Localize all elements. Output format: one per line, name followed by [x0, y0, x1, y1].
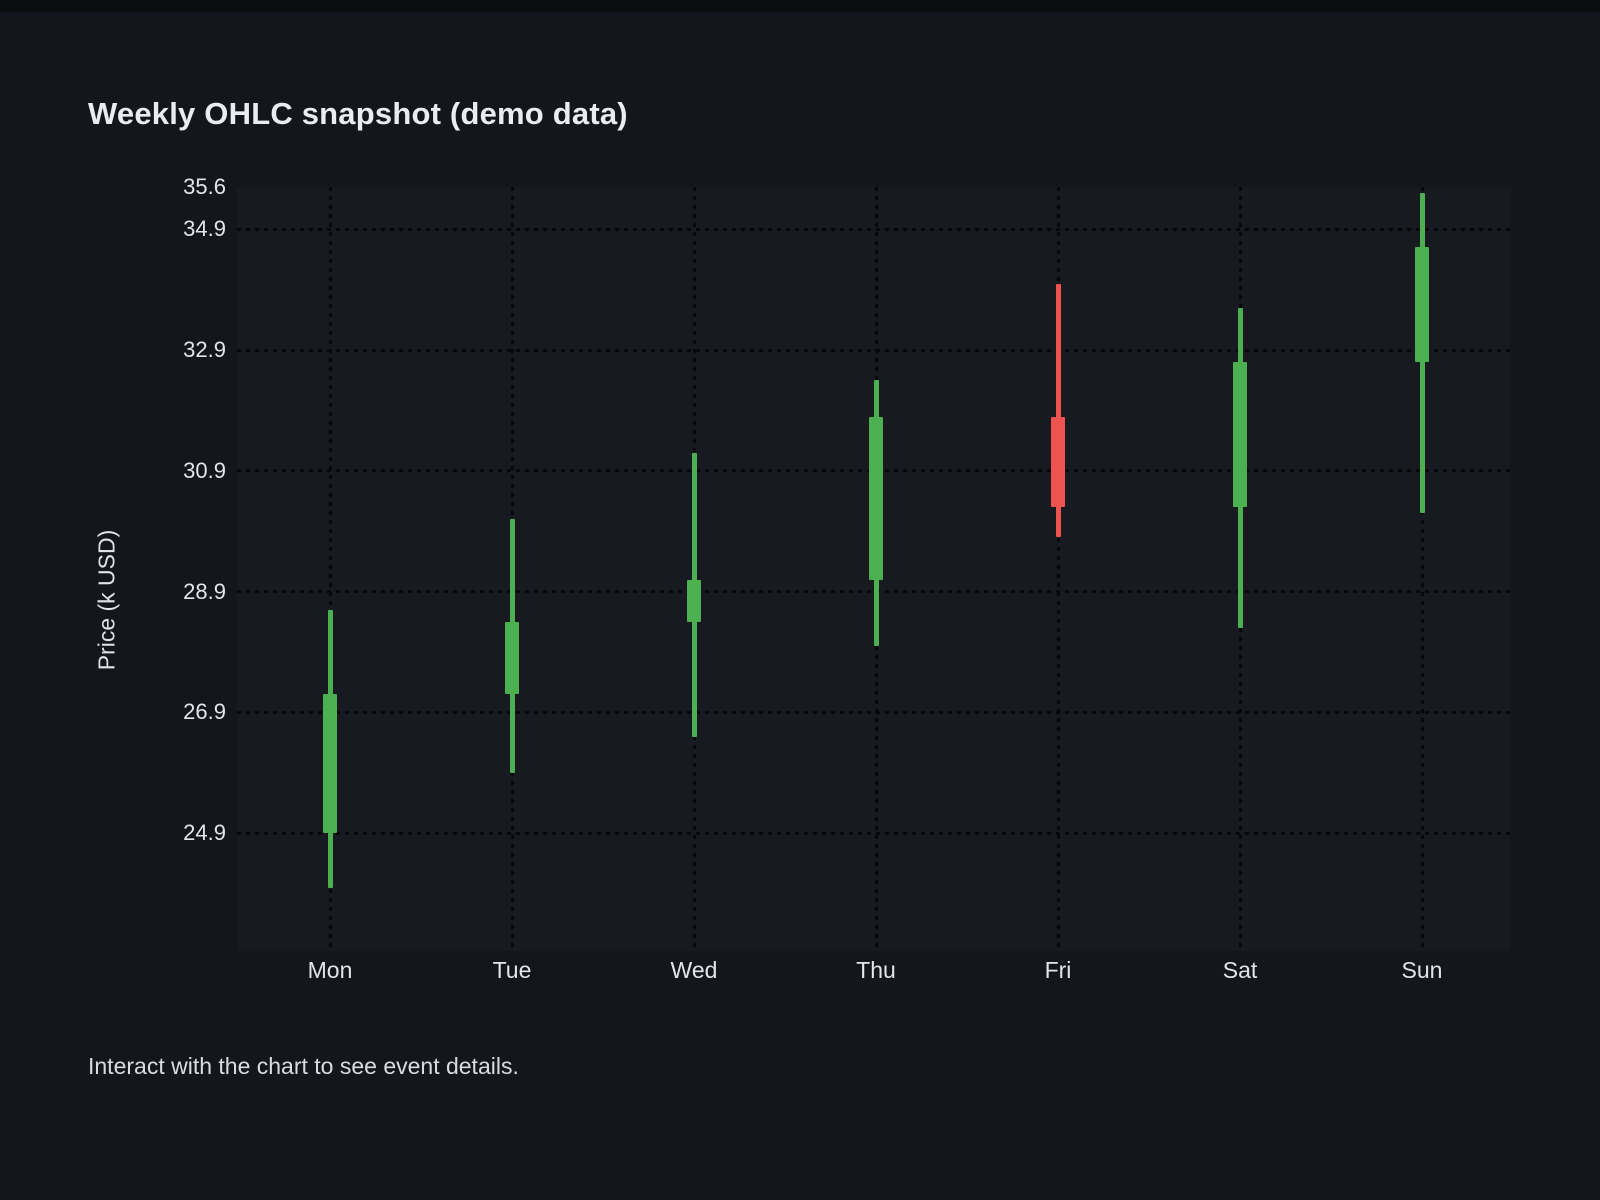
candle-body	[687, 579, 701, 622]
candle-body	[1233, 362, 1247, 508]
y-tick-label: 35.6	[183, 174, 226, 199]
y-tick-label: 32.9	[183, 337, 226, 363]
footer-note: Interact with the chart to see event det…	[88, 1053, 519, 1079]
plot-area[interactable]	[237, 187, 1511, 951]
y-tick-label: 26.9	[183, 699, 226, 725]
y-tick-label: 30.9	[183, 457, 226, 483]
candle-body	[1415, 247, 1429, 363]
x-tick-label-thu: Thu	[856, 957, 896, 983]
chart-title: Weekly OHLC snapshot (demo data)	[88, 96, 628, 131]
x-tick-label-wed: Wed	[670, 957, 718, 983]
candle-body	[323, 694, 337, 834]
y-gridline	[237, 348, 1511, 352]
y-gridline	[237, 710, 1511, 714]
y-tick-label: 28.9	[183, 578, 226, 604]
candle-body	[1051, 416, 1065, 508]
x-tick-label-fri: Fri	[1044, 957, 1072, 983]
y-gridline	[237, 227, 1511, 231]
candle-wick	[1055, 283, 1061, 538]
x-tick-label-tue: Tue	[492, 957, 532, 983]
x-tick-label-sun: Sun	[1401, 957, 1443, 983]
top-strip	[0, 0, 1600, 12]
candle-body	[505, 621, 519, 695]
x-tick-label-sat: Sat	[1222, 957, 1258, 983]
y-tick-label: 34.9	[183, 216, 226, 242]
y-tick-label: 24.9	[183, 820, 226, 846]
x-gridline-fri	[1056, 187, 1060, 951]
candle-body	[869, 416, 883, 580]
x-gridline-sun	[1420, 187, 1424, 951]
y-gridline	[237, 831, 1511, 835]
x-gridline-mon	[328, 187, 332, 951]
x-tick-label-mon: Mon	[307, 957, 353, 983]
